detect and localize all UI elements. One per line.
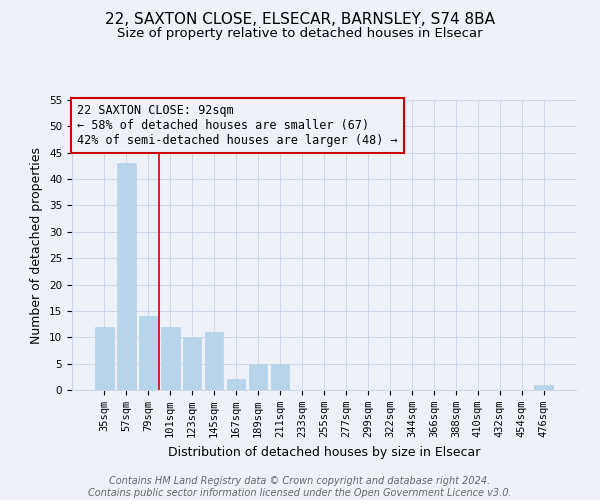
Bar: [227, 380, 245, 390]
Text: Contains HM Land Registry data © Crown copyright and database right 2024.
Contai: Contains HM Land Registry data © Crown c…: [88, 476, 512, 498]
Bar: [205, 332, 223, 390]
Bar: [535, 384, 553, 390]
Text: Size of property relative to detached houses in Elsecar: Size of property relative to detached ho…: [117, 28, 483, 40]
Bar: [183, 338, 202, 390]
Bar: [249, 364, 268, 390]
Y-axis label: Number of detached properties: Number of detached properties: [31, 146, 43, 344]
Bar: [271, 364, 289, 390]
X-axis label: Distribution of detached houses by size in Elsecar: Distribution of detached houses by size …: [168, 446, 480, 458]
Text: 22, SAXTON CLOSE, ELSECAR, BARNSLEY, S74 8BA: 22, SAXTON CLOSE, ELSECAR, BARNSLEY, S74…: [105, 12, 495, 28]
Bar: [139, 316, 158, 390]
Bar: [117, 164, 136, 390]
Bar: [161, 326, 179, 390]
Bar: [95, 326, 113, 390]
Text: 22 SAXTON CLOSE: 92sqm
← 58% of detached houses are smaller (67)
42% of semi-det: 22 SAXTON CLOSE: 92sqm ← 58% of detached…: [77, 104, 398, 148]
